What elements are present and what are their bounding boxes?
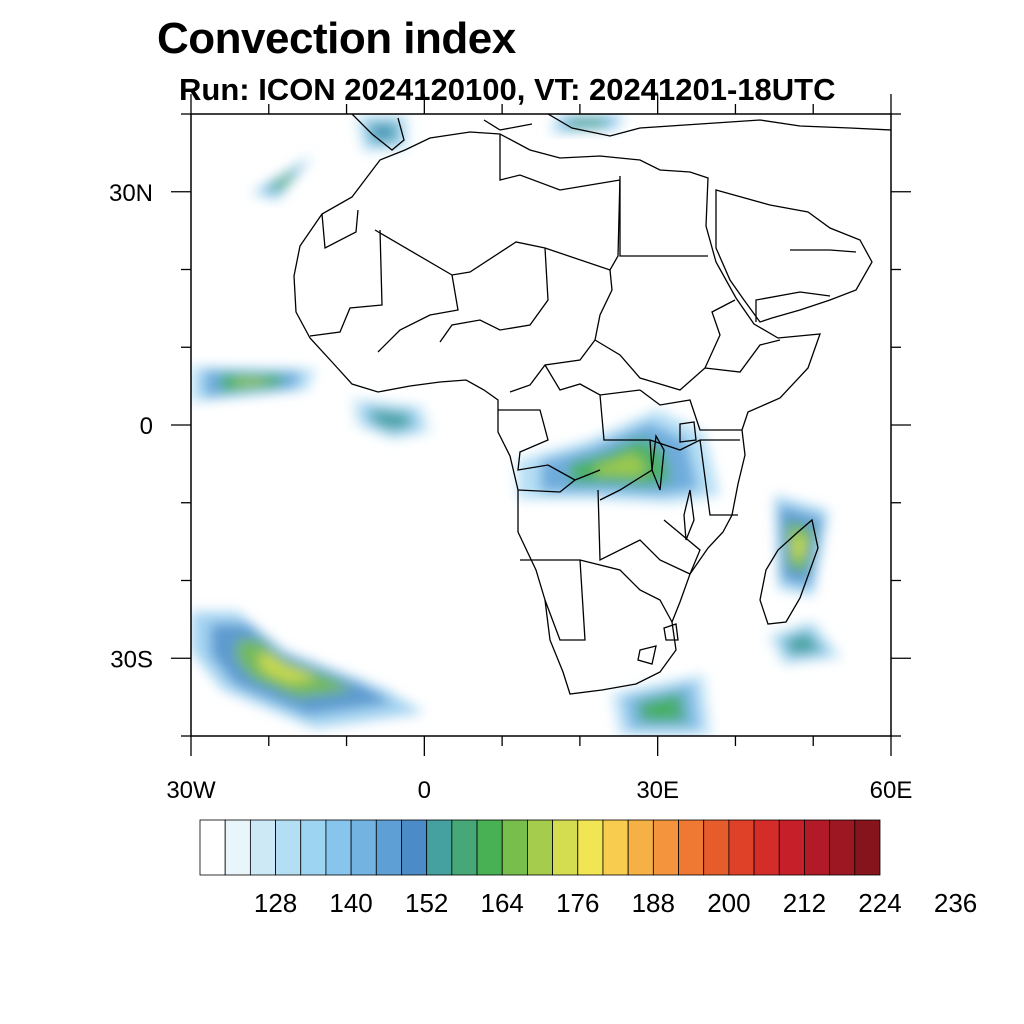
lon-label: 30E (636, 777, 679, 804)
colorbar-swatch (577, 819, 604, 876)
coastlines-and-borders (293, 114, 891, 695)
colorbar-label: 212 (783, 888, 826, 918)
axis-ticks (171, 94, 911, 756)
map-subtitle: Run: ICON 2024120100, VT: 20241201-18UTC (179, 72, 836, 107)
convection-southern-indian-ocean (766, 619, 845, 666)
colorbar (199, 819, 881, 876)
colorbar-swatch (602, 819, 629, 876)
colorbar-swatch (451, 819, 478, 876)
colorbar-swatch (804, 819, 831, 876)
colorbar-swatch (728, 819, 755, 876)
colorbar-swatch (476, 819, 503, 876)
convection-congo-basin (517, 409, 720, 503)
colorbar-swatch (300, 819, 327, 876)
colorbar-swatch (627, 819, 654, 876)
convection-madagascar (774, 495, 829, 596)
colorbar-swatch (375, 819, 402, 876)
colorbar-swatch (426, 819, 453, 876)
convection-field (191, 114, 845, 736)
convection-south-africa-coast (611, 673, 713, 736)
colorbar-labels: 128 140 152 164 176 188 200 212 224 236 (254, 888, 977, 918)
colorbar-label: 224 (858, 888, 901, 918)
colorbar-swatch (678, 819, 705, 876)
colorbar-swatch (275, 819, 302, 876)
convection-gulf-of-guinea (350, 397, 433, 441)
colorbar-swatch (224, 819, 251, 876)
colorbar-swatch (249, 819, 276, 876)
colorbar-swatch (325, 819, 352, 876)
convection-north-atlantic-band (249, 152, 316, 202)
latitude-labels: 30N 0 30S (109, 180, 153, 674)
colorbar-label: 200 (707, 888, 750, 918)
colorbar-swatch (829, 819, 856, 876)
colorbar-swatch (778, 819, 805, 876)
colorbar-label: 128 (254, 888, 297, 918)
colorbar-label: 176 (556, 888, 599, 918)
colorbar-label: 188 (632, 888, 675, 918)
colorbar-swatch (527, 819, 553, 876)
colorbar-swatch (501, 819, 528, 876)
colorbar-swatch (854, 819, 881, 876)
colorbar-label: 152 (405, 888, 448, 918)
lat-label: 30S (110, 646, 153, 673)
colorbar-swatch (199, 819, 226, 876)
colorbar-swatch (652, 819, 679, 876)
map-title: Convection index (157, 14, 516, 63)
colorbar-label: 164 (481, 888, 524, 918)
convection-tropical-atlantic-west (191, 366, 316, 402)
longitude-labels: 30W 0 30E 60E (166, 777, 912, 804)
colorbar-swatch (350, 819, 377, 876)
colorbar-swatch (703, 819, 730, 876)
lat-label: 0 (140, 413, 153, 440)
colorbar-label: 236 (934, 888, 977, 918)
lon-label: 30W (166, 777, 216, 804)
colorbar-label: 140 (329, 888, 372, 918)
colorbar-swatch (753, 819, 780, 876)
convection-mediterranean-east (548, 114, 627, 134)
colorbar-swatch (552, 819, 579, 876)
lon-label: 60E (870, 777, 913, 804)
lon-label: 0 (418, 777, 431, 804)
lat-label: 30N (109, 180, 153, 207)
convection-mediterranean-west (354, 114, 409, 153)
colorbar-swatch (401, 819, 428, 876)
convection-south-atlantic-front (191, 611, 425, 729)
